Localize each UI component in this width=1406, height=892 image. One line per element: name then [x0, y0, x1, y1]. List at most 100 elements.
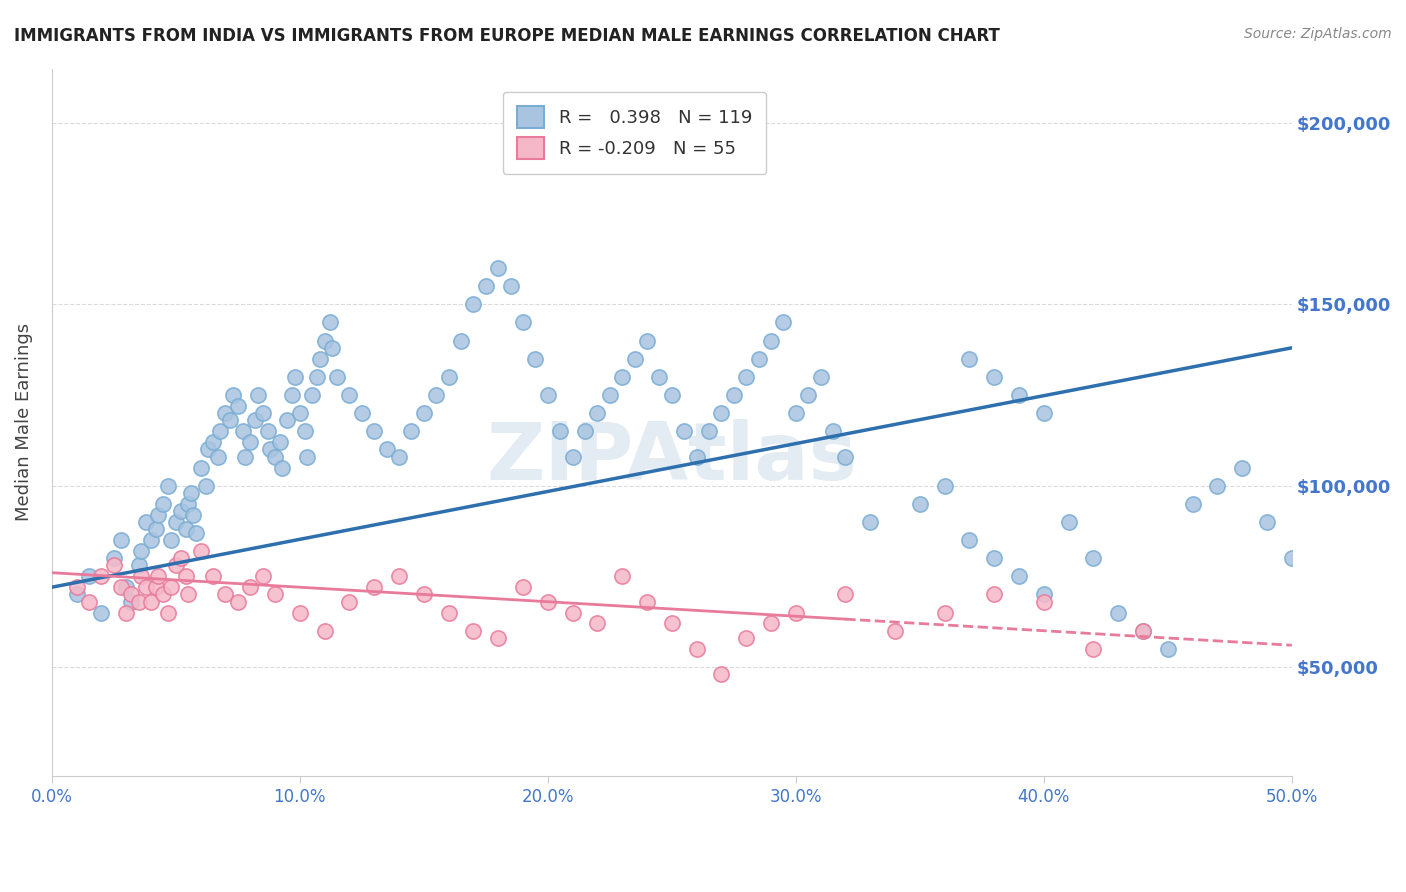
Immigrants from India	[474, 279, 496, 293]
Immigrants from India	[120, 595, 142, 609]
Immigrants from India	[1256, 515, 1278, 529]
Immigrants from India	[145, 522, 167, 536]
Immigrants from India	[337, 388, 360, 402]
Immigrants from India	[170, 504, 193, 518]
Immigrants from India	[65, 587, 87, 601]
Immigrants from Europe	[170, 551, 193, 566]
Immigrants from Europe	[159, 580, 181, 594]
Immigrants from India	[463, 297, 485, 311]
Text: ZIPAtlas: ZIPAtlas	[486, 418, 858, 497]
Immigrants from India	[1181, 497, 1204, 511]
Immigrants from India	[128, 558, 150, 573]
Immigrants from India	[90, 606, 112, 620]
Immigrants from Europe	[636, 595, 658, 609]
Immigrants from India	[1032, 406, 1054, 420]
Immigrants from Europe	[934, 606, 956, 620]
Immigrants from Europe	[735, 631, 758, 645]
Immigrants from Europe	[537, 595, 560, 609]
Immigrants from Europe	[201, 569, 224, 583]
Immigrants from India	[957, 351, 980, 366]
Immigrants from India	[797, 388, 820, 402]
Immigrants from India	[243, 413, 266, 427]
Immigrants from India	[957, 533, 980, 547]
Immigrants from India	[908, 497, 931, 511]
Immigrants from Europe	[437, 606, 460, 620]
Immigrants from Europe	[110, 580, 132, 594]
Immigrants from India	[1057, 515, 1080, 529]
Immigrants from India	[201, 435, 224, 450]
Immigrants from Europe	[226, 595, 249, 609]
Immigrants from India	[239, 435, 262, 450]
Immigrants from India	[256, 424, 278, 438]
Immigrants from India	[295, 450, 318, 464]
Immigrants from India	[139, 533, 162, 547]
Immigrants from India	[207, 450, 229, 464]
Immigrants from Europe	[165, 558, 187, 573]
Immigrants from India	[1107, 606, 1129, 620]
Immigrants from Europe	[561, 606, 583, 620]
Immigrants from India	[110, 533, 132, 547]
Immigrants from India	[1281, 551, 1303, 566]
Immigrants from Europe	[586, 616, 609, 631]
Immigrants from India	[180, 486, 202, 500]
Immigrants from India	[326, 369, 349, 384]
Immigrants from India	[350, 406, 373, 420]
Immigrants from India	[301, 388, 323, 402]
Immigrants from India	[586, 406, 609, 420]
Immigrants from Europe	[983, 587, 1005, 601]
Immigrants from India	[450, 334, 472, 348]
Immigrants from India	[219, 413, 242, 427]
Immigrants from India	[77, 569, 100, 583]
Immigrants from India	[194, 478, 217, 492]
Immigrants from India	[636, 334, 658, 348]
Immigrants from India	[314, 334, 336, 348]
Immigrants from India	[103, 551, 125, 566]
Immigrants from Europe	[612, 569, 634, 583]
Immigrants from India	[184, 525, 207, 540]
Immigrants from Europe	[834, 587, 856, 601]
Immigrants from India	[425, 388, 447, 402]
Immigrants from Europe	[135, 580, 157, 594]
Immigrants from Europe	[157, 606, 180, 620]
Immigrants from Europe	[128, 595, 150, 609]
Immigrants from Europe	[252, 569, 274, 583]
Immigrants from India	[1157, 641, 1180, 656]
Immigrants from Europe	[1032, 595, 1054, 609]
Immigrants from India	[259, 442, 281, 457]
Immigrants from India	[308, 351, 330, 366]
Text: Source: ZipAtlas.com: Source: ZipAtlas.com	[1244, 27, 1392, 41]
Immigrants from India	[288, 406, 311, 420]
Immigrants from India	[252, 406, 274, 420]
Immigrants from India	[785, 406, 807, 420]
Immigrants from India	[197, 442, 219, 457]
Immigrants from India	[821, 424, 844, 438]
Text: IMMIGRANTS FROM INDIA VS IMMIGRANTS FROM EUROPE MEDIAN MALE EARNINGS CORRELATION: IMMIGRANTS FROM INDIA VS IMMIGRANTS FROM…	[14, 27, 1000, 45]
Immigrants from Europe	[214, 587, 236, 601]
Immigrants from India	[190, 460, 212, 475]
Immigrants from Europe	[884, 624, 907, 638]
Immigrants from India	[264, 450, 287, 464]
Immigrants from Europe	[785, 606, 807, 620]
Immigrants from India	[983, 551, 1005, 566]
Immigrants from India	[1008, 388, 1031, 402]
Immigrants from India	[834, 450, 856, 464]
Immigrants from India	[209, 424, 232, 438]
Immigrants from India	[512, 315, 534, 329]
Immigrants from Europe	[1083, 641, 1105, 656]
Immigrants from India	[561, 450, 583, 464]
Immigrants from India	[661, 388, 683, 402]
Immigrants from India	[318, 315, 340, 329]
Immigrants from India	[612, 369, 634, 384]
Immigrants from India	[375, 442, 398, 457]
Immigrants from India	[307, 369, 329, 384]
Immigrants from Europe	[661, 616, 683, 631]
Immigrants from Europe	[264, 587, 287, 601]
Immigrants from Europe	[120, 587, 142, 601]
Immigrants from India	[181, 508, 204, 522]
Immigrants from India	[135, 515, 157, 529]
Immigrants from India	[388, 450, 411, 464]
Immigrants from Europe	[190, 544, 212, 558]
Immigrants from India	[859, 515, 882, 529]
Immigrants from Europe	[145, 580, 167, 594]
Immigrants from India	[623, 351, 645, 366]
